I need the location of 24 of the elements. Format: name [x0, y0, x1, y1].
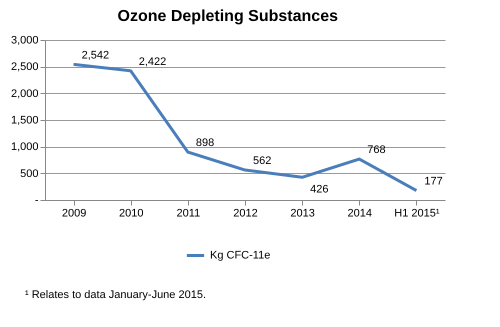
- data-label: 768: [367, 144, 386, 156]
- y-tick-label: 500: [20, 168, 38, 180]
- data-label: 562: [253, 155, 272, 168]
- data-label: 2,422: [138, 56, 166, 68]
- x-tick-label: 2014: [348, 208, 372, 220]
- x-tick-label: H1 2015¹: [394, 208, 440, 220]
- x-tick-label: 2011: [176, 208, 200, 220]
- y-tick-label: 3,000: [10, 34, 38, 46]
- x-tick-label: 2013: [290, 208, 315, 220]
- data-label: 898: [196, 137, 214, 150]
- x-tick-label: 2009: [62, 208, 86, 220]
- x-tick-label: 2012: [233, 208, 258, 220]
- y-tick-label: 1,500: [10, 114, 38, 126]
- y-tick-label: 1,000: [10, 141, 38, 154]
- chart-title: Ozone Depleting Substances: [117, 8, 338, 25]
- y-tick-label: 2,500: [10, 61, 38, 74]
- x-tick-label: 2010: [118, 208, 144, 220]
- data-label: 2,542: [82, 49, 110, 62]
- text: ¹ Relates to data January-June 2015.: [25, 289, 206, 301]
- legend-label: Kg CFC-11e: [210, 250, 270, 262]
- data-label: 177: [424, 176, 443, 188]
- data-label: 426: [310, 183, 328, 196]
- y-tick-label: 2,000: [10, 88, 38, 100]
- y-tick-label: -: [34, 194, 39, 206]
